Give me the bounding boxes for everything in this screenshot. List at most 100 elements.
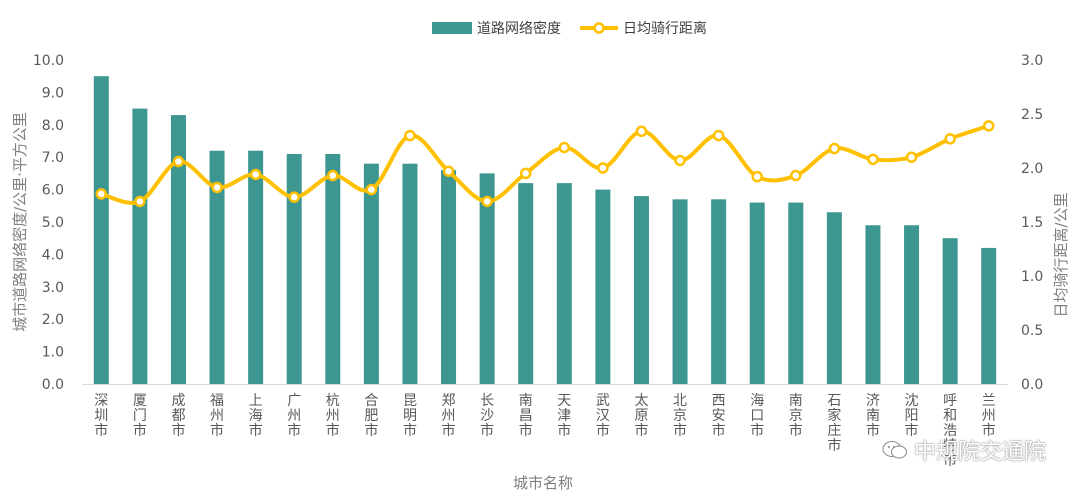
x-tick-label: 济南市 bbox=[866, 393, 880, 439]
line-point bbox=[327, 169, 339, 182]
y2-axis-title: 日均骑行距离/公里 bbox=[1052, 192, 1070, 317]
x-tick-label: 南京市 bbox=[789, 393, 803, 439]
y-tick-label: 6.0 bbox=[42, 183, 64, 199]
line-series bbox=[95, 120, 995, 208]
y2-tick-label: 0.5 bbox=[1021, 323, 1043, 339]
y-tick-label: 1.0 bbox=[42, 345, 64, 361]
bar bbox=[286, 153, 302, 384]
bar-series bbox=[93, 76, 997, 384]
y2-tick-label: 1.0 bbox=[1021, 269, 1043, 285]
line-point bbox=[712, 129, 725, 142]
x-tick-label: 石家庄市 bbox=[827, 393, 841, 454]
x-axis-title: 城市名称 bbox=[513, 474, 573, 492]
y2-tick-label: 0.0 bbox=[1021, 377, 1043, 393]
y-tick-label: 4.0 bbox=[42, 247, 64, 263]
line-point bbox=[905, 151, 918, 163]
line-point bbox=[944, 133, 956, 145]
y-tick-label: 7.0 bbox=[42, 150, 64, 166]
legend-label-line: 日均骑行距离 bbox=[623, 20, 707, 37]
bar bbox=[209, 150, 225, 384]
y-tick-label: 9.0 bbox=[42, 85, 64, 101]
line-point bbox=[172, 155, 185, 168]
x-tick-label: 郑州市 bbox=[442, 393, 456, 439]
y-tick-label: 3.0 bbox=[42, 280, 64, 296]
y-tick-label: 2.0 bbox=[42, 312, 64, 328]
line-point bbox=[558, 141, 571, 154]
bar bbox=[518, 183, 534, 384]
y-tick-label: 5.0 bbox=[42, 215, 64, 231]
right-axis: 0.0 0.5 1.0 1.5 2.0 2.5 3.0 bbox=[1021, 53, 1043, 393]
line-point bbox=[442, 165, 455, 177]
x-tick-label: 武汉市 bbox=[596, 393, 610, 439]
x-tick-label: 海口市 bbox=[750, 393, 764, 439]
bar bbox=[93, 76, 109, 384]
line-point bbox=[597, 162, 609, 174]
x-tick-label: 南昌市 bbox=[519, 393, 533, 439]
bar bbox=[826, 212, 842, 384]
x-tick-label: 昆明市 bbox=[403, 393, 417, 439]
line-point bbox=[365, 183, 378, 196]
x-tick-label: 兰州市 bbox=[982, 393, 996, 439]
line-point bbox=[249, 168, 262, 181]
legend-label-bar: 道路网络密度 bbox=[477, 20, 561, 37]
line-point bbox=[790, 169, 802, 182]
bar bbox=[479, 173, 495, 384]
y2-tick-label: 2.5 bbox=[1021, 107, 1043, 123]
bar bbox=[170, 115, 186, 384]
line-point bbox=[95, 188, 108, 200]
bar bbox=[865, 225, 881, 384]
line-point bbox=[404, 129, 416, 142]
line-point bbox=[828, 142, 841, 155]
wechat-icon bbox=[882, 441, 907, 459]
y2-tick-label: 2.0 bbox=[1021, 161, 1043, 177]
bar bbox=[132, 108, 148, 384]
y2-tick-label: 3.0 bbox=[1021, 53, 1043, 69]
legend-marker-line bbox=[593, 22, 605, 34]
x-tick-label: 沈阳市 bbox=[905, 393, 919, 439]
y-axis-title: 城市道路网络密度/公里·平方公里 bbox=[11, 112, 29, 332]
line-point bbox=[211, 181, 223, 194]
x-tick-label: 上海市 bbox=[249, 393, 263, 439]
line-point bbox=[481, 195, 493, 208]
bar bbox=[749, 202, 765, 384]
line-point bbox=[519, 167, 532, 180]
x-tick-label: 太原市 bbox=[634, 393, 648, 439]
watermark-text: 中规院交通院 bbox=[913, 440, 1046, 465]
line-point bbox=[982, 120, 995, 132]
legend: 道路网络密度 日均骑行距离 bbox=[432, 20, 707, 37]
bar bbox=[788, 202, 804, 384]
x-tick-label: 长沙市 bbox=[480, 393, 494, 439]
line-point bbox=[674, 154, 686, 167]
x-tick-label: 西安市 bbox=[712, 393, 726, 439]
x-tick-label: 合肥市 bbox=[364, 393, 378, 439]
bar bbox=[248, 150, 264, 384]
left-axis: 0.0 1.0 2.0 3.0 4.0 5.0 6.0 7.0 8.0 9.0 10.0 bbox=[33, 53, 1008, 393]
bar bbox=[556, 183, 572, 384]
x-tick-label: 深圳市 bbox=[94, 393, 108, 439]
y-tick-label: 0.0 bbox=[42, 377, 64, 393]
bar bbox=[441, 170, 457, 384]
x-axis-categories: 深圳市 厦门市 成都市 福州市 上海市 广州市 杭州市 合肥市 昆明市 郑州市 长沙市 南昌市 天津市 武… bbox=[94, 393, 995, 469]
bar bbox=[325, 153, 341, 384]
line-point bbox=[134, 195, 146, 208]
bar bbox=[981, 247, 997, 384]
bar bbox=[363, 163, 379, 384]
bar bbox=[633, 196, 649, 384]
x-tick-label: 广州市 bbox=[287, 393, 301, 439]
line-point bbox=[751, 170, 763, 183]
legend-swatch-bar bbox=[432, 22, 472, 34]
x-tick-label: 厦门市 bbox=[133, 393, 147, 439]
line-path bbox=[100, 123, 990, 205]
x-tick-label: 福州市 bbox=[210, 393, 224, 439]
bar bbox=[711, 199, 727, 384]
line-point bbox=[867, 153, 879, 166]
bar bbox=[942, 238, 958, 384]
bar bbox=[402, 163, 418, 384]
bar bbox=[672, 199, 688, 384]
line-point bbox=[288, 191, 300, 203]
x-tick-label: 天津市 bbox=[557, 393, 571, 439]
watermark: 中规院交通院 bbox=[882, 434, 1046, 466]
x-tick-label: 呼和浩特市 bbox=[943, 393, 957, 469]
line-point bbox=[635, 125, 648, 138]
